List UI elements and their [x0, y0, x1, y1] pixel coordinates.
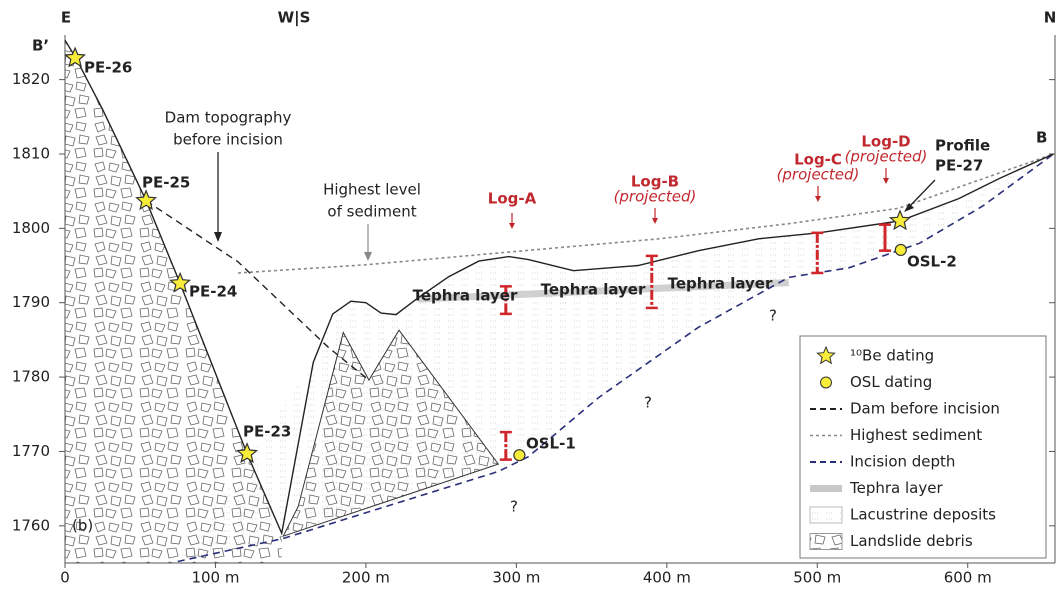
legend-label: OSL dating — [850, 373, 932, 391]
highest-note: Highest level — [323, 181, 421, 199]
dam-arrowhead — [214, 232, 222, 242]
dam-note: before incision — [173, 131, 283, 149]
be-sample-label: PE-25 — [142, 174, 190, 192]
log-arrowhead — [509, 223, 515, 229]
panel-label: (b) — [72, 517, 93, 535]
legend-label: ¹⁰Be dating — [850, 347, 934, 365]
profile-label: PE-27 — [935, 157, 983, 175]
cross-section: 1760 1770 1780 1790 1800 1810 1820 0 100 m 200 m 3… — [0, 0, 1063, 590]
legend-swatch — [810, 534, 842, 550]
legend-label: Lacustrine deposits — [850, 506, 996, 524]
osl-sample-label: OSL-1 — [526, 435, 576, 453]
y-tick-label: 1780 — [12, 368, 50, 386]
log-arrowhead — [652, 218, 658, 224]
section-label: E — [61, 9, 71, 27]
legend-label: Tephra layer — [849, 479, 943, 497]
log-note: (projected) — [845, 148, 928, 166]
legend-circle — [821, 377, 832, 388]
dam-note: Dam topography — [165, 109, 292, 127]
y-tick-label: 1820 — [12, 70, 50, 88]
log-arrowhead — [883, 178, 889, 184]
legend-box — [800, 336, 1046, 558]
highest-arrowhead — [364, 252, 372, 261]
profile-arrowhead — [904, 203, 914, 212]
be-sample-label: PE-23 — [243, 423, 291, 441]
y-tick-label: 1770 — [12, 442, 50, 460]
osl-sample — [514, 450, 525, 461]
log-arrowhead — [815, 196, 821, 202]
section-label: W|S — [278, 9, 311, 28]
x-tick-label: 500 m — [793, 569, 841, 587]
legend-label: Incision depth — [850, 453, 955, 471]
osl-sample-label: OSL-2 — [907, 253, 957, 271]
x-tick-label: 400 m — [643, 569, 691, 587]
legend-label: Highest sediment — [850, 426, 982, 444]
section-label: B’ — [32, 37, 49, 55]
be-sample-label: PE-24 — [189, 283, 237, 301]
question-mark: ? — [769, 307, 777, 325]
log-note: (projected) — [614, 188, 697, 206]
profile-label: Profile — [935, 137, 990, 155]
tephra-label: Tephra layer — [541, 281, 646, 299]
x-tick-label: 300 m — [492, 569, 540, 587]
x-tick-label: 0 — [60, 569, 70, 587]
x-tick-label: 600 m — [944, 569, 992, 587]
legend-label: Landslide debris — [850, 532, 973, 550]
tephra-label: Tephra layer — [668, 275, 773, 293]
section-label: B — [1036, 129, 1047, 147]
osl-sample — [895, 244, 906, 255]
y-tick-label: 1790 — [12, 293, 50, 311]
legend-label: Dam before incision — [850, 400, 1000, 418]
y-tick-label: 1760 — [12, 516, 50, 534]
profile-arrow — [908, 180, 935, 208]
legend: ¹⁰Be dating OSL dating Dam before incision… — [800, 336, 1046, 558]
y-tick-label: 1810 — [12, 144, 50, 162]
highest-note: of sediment — [327, 203, 416, 221]
log-label: Log-A — [488, 190, 537, 208]
y-tick-label: 1800 — [12, 219, 50, 237]
legend-swatch — [810, 507, 842, 523]
page: { "panel_label": "(b)", "section": {"lef… — [0, 0, 1063, 590]
tephra-label: Tephra layer — [413, 287, 518, 305]
be-sample-label: PE-26 — [84, 59, 132, 77]
section-label: N — [1044, 9, 1057, 27]
question-mark: ? — [644, 394, 652, 412]
question-mark: ? — [510, 498, 518, 516]
x-tick-label: 100 m — [191, 569, 239, 587]
x-tick-label: 200 m — [342, 569, 390, 587]
log-note: (projected) — [777, 166, 860, 184]
